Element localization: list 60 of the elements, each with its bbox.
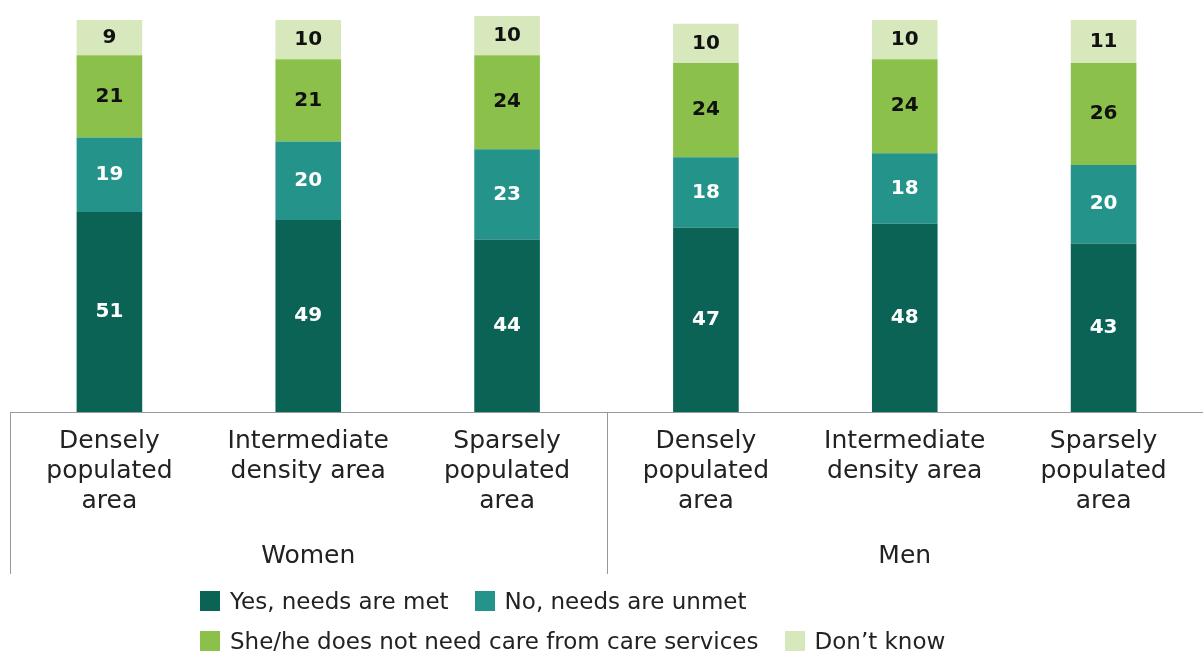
data-label: 23 (493, 180, 522, 205)
bar (275, 141, 342, 220)
bar (474, 239, 540, 412)
data-label: 48 (890, 304, 919, 329)
bar (871, 223, 938, 412)
data-label: 49 (294, 302, 323, 327)
data-label: 18 (691, 178, 720, 203)
text: Men (878, 539, 932, 569)
data-label: 24 (493, 88, 522, 113)
legend-label: Yes, needs are met (230, 588, 449, 614)
bar (1070, 243, 1137, 412)
bar (673, 227, 739, 412)
x-tick-label: Intermediate density area (824, 424, 986, 484)
data-label: 20 (1089, 190, 1118, 215)
x-tick-label: Densely populated area (46, 424, 173, 514)
data-label: 18 (890, 174, 919, 199)
bar (76, 19, 143, 56)
data-label: 43 (1089, 313, 1118, 338)
bar (474, 149, 540, 240)
text: Women (261, 539, 356, 569)
data-label: 20 (294, 166, 323, 191)
legend-label: No, needs are unmet (504, 588, 747, 614)
data-label: 10 (294, 25, 323, 50)
x-tick-label: Sparsely populated area (443, 424, 571, 514)
x-tick-label: Intermediate density area (227, 424, 389, 484)
x-tick-label: Densely populated area (642, 424, 770, 514)
bar (76, 55, 143, 138)
legend-label: Don’t know (814, 628, 946, 654)
data-label: 21 (294, 86, 323, 111)
bar (275, 19, 342, 60)
data-label: 11 (1089, 27, 1118, 52)
bar (275, 219, 342, 412)
bar (871, 59, 938, 154)
data-label: 44 (493, 311, 522, 336)
data-label: 21 (95, 82, 124, 107)
bar (474, 16, 540, 56)
bar (1070, 63, 1137, 165)
legend-label: She/he does not need care from care services (230, 628, 759, 654)
data-label: 10 (691, 29, 720, 54)
bar (1070, 19, 1137, 64)
data-label: 24 (691, 96, 720, 121)
data-label: 10 (493, 21, 522, 46)
data-label: 19 (95, 161, 124, 185)
data-label: 51 (95, 298, 124, 323)
bar (76, 212, 143, 412)
bar (474, 55, 540, 150)
bar (275, 59, 342, 142)
bar (1070, 164, 1137, 244)
bar (673, 157, 739, 228)
data-label: 26 (1089, 100, 1118, 125)
data-label: 9 (102, 23, 117, 48)
bar (673, 63, 739, 158)
data-label: 10 (890, 25, 919, 50)
bar (673, 23, 739, 64)
bar (76, 137, 143, 213)
bar (871, 19, 938, 60)
data-label: 47 (691, 306, 720, 331)
bar (871, 153, 938, 224)
x-tick-label: Sparsely populated area (1040, 424, 1167, 514)
data-label: 24 (890, 92, 919, 117)
